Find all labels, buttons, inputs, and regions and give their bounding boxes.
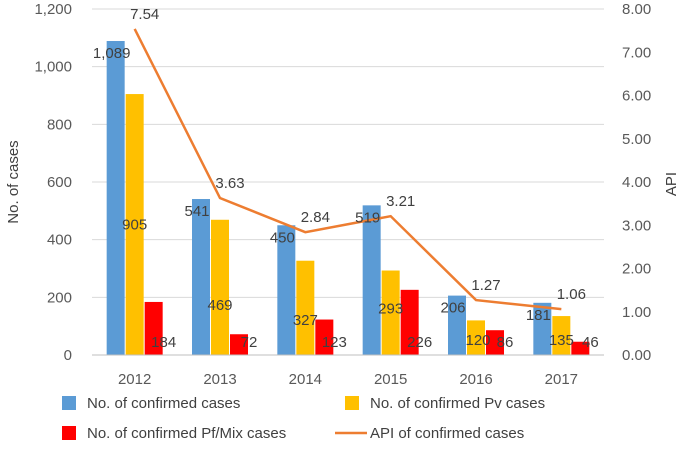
bar: [571, 341, 590, 355]
bars: [106, 41, 590, 355]
bar: [296, 260, 315, 355]
legend-label: No. of confirmed Pf/Mix cases: [87, 425, 286, 442]
legend-swatch: [62, 396, 76, 410]
legend-label: API of confirmed cases: [370, 425, 524, 442]
bar: [315, 319, 334, 355]
legend-swatch: [62, 426, 76, 440]
bar: [486, 330, 504, 355]
line-data-label: 3.63: [215, 175, 244, 192]
line-data-label: 3.21: [386, 193, 415, 210]
bar-data-label: 206: [440, 300, 465, 317]
line-data-label: 1.06: [557, 286, 586, 303]
bar-data-label: 541: [184, 203, 209, 220]
y-tick-label: 400: [47, 232, 72, 249]
bar: [125, 94, 144, 355]
bar-data-label: 293: [378, 301, 403, 318]
x-tick-label: 2017: [545, 371, 578, 388]
bar-data-label: 86: [497, 334, 514, 351]
line-data-label: 2.84: [301, 209, 330, 226]
y-right-tick-label: 1.00: [622, 304, 651, 321]
y-tick-label: 800: [47, 116, 72, 133]
axes: 0 200 400 600 800 1,000 1,200 0.00 1.00 2.00 3.00 4…: [34, 1, 651, 388]
x-tick-label: 2016: [459, 371, 492, 388]
bar-data-label: 469: [207, 297, 232, 314]
y-right-tick-label: 0.00: [622, 347, 651, 364]
bar: [448, 295, 466, 355]
bar: [106, 41, 125, 355]
x-tick-label: 2013: [203, 371, 236, 388]
y-axis-title: No. of cases: [5, 140, 22, 223]
y-tick-label: 0: [64, 347, 72, 364]
bar: [552, 316, 571, 355]
bar-data-label: 123: [322, 334, 347, 351]
line-data-label: 1.27: [471, 277, 500, 294]
bar-data-label: 184: [151, 334, 176, 351]
line-data-label: 7.54: [130, 6, 159, 23]
bar: [230, 334, 248, 355]
bar: [533, 302, 552, 355]
y-tick-label: 200: [47, 289, 72, 306]
y-right-tick-label: 8.00: [622, 1, 651, 18]
bar-data-label: 1,089: [93, 45, 131, 62]
legend-label: No. of confirmed Pv cases: [370, 395, 545, 412]
gridlines: [92, 8, 604, 356]
api-line: [133, 28, 562, 311]
y-right-tick-label: 4.00: [622, 174, 651, 191]
y-right-tick-label: 5.00: [622, 131, 651, 148]
y-tick-label: 1,200: [34, 1, 72, 18]
legend-label: No. of confirmed cases: [87, 395, 240, 412]
bar: [467, 320, 485, 355]
bar-data-label: 226: [407, 334, 432, 351]
bar: [277, 225, 296, 355]
bar-data-label: 72: [241, 334, 258, 351]
bar: [211, 219, 229, 355]
y-right-tick-label: 6.00: [622, 88, 651, 105]
y-right-tick-label: 7.00: [622, 44, 651, 61]
data-labels: 1,089 541 450 519 206 181 905 469 327 293 120 135 18…: [93, 6, 599, 351]
bar: [192, 199, 210, 355]
bar: [381, 270, 400, 355]
x-tick-label: 2014: [289, 371, 322, 388]
bar: [144, 301, 163, 355]
y-right-tick-label: 2.00: [622, 261, 651, 278]
y-tick-label: 600: [47, 174, 72, 191]
bar-data-label: 519: [355, 209, 380, 226]
bar: [362, 205, 381, 355]
legend: No. of confirmed cases No. of confirmed P…: [62, 395, 545, 442]
bar-data-label: 905: [122, 217, 147, 234]
legend-swatch: [345, 396, 359, 410]
bar-data-label: 120: [465, 332, 490, 349]
x-tick-label: 2015: [374, 371, 407, 388]
y-right-tick-label: 3.00: [622, 217, 651, 234]
bar-data-label: 181: [526, 307, 551, 324]
bar-data-label: 135: [549, 332, 574, 349]
bar: [400, 289, 419, 355]
bar-data-label: 450: [270, 229, 295, 246]
bar-data-label: 327: [293, 312, 318, 329]
api-line-path: [133, 28, 562, 311]
bar-data-label: 46: [582, 334, 599, 351]
y-tick-label: 1,000: [34, 59, 72, 76]
x-tick-label: 2012: [118, 371, 151, 388]
y-axis-right-title: API: [663, 172, 680, 196]
